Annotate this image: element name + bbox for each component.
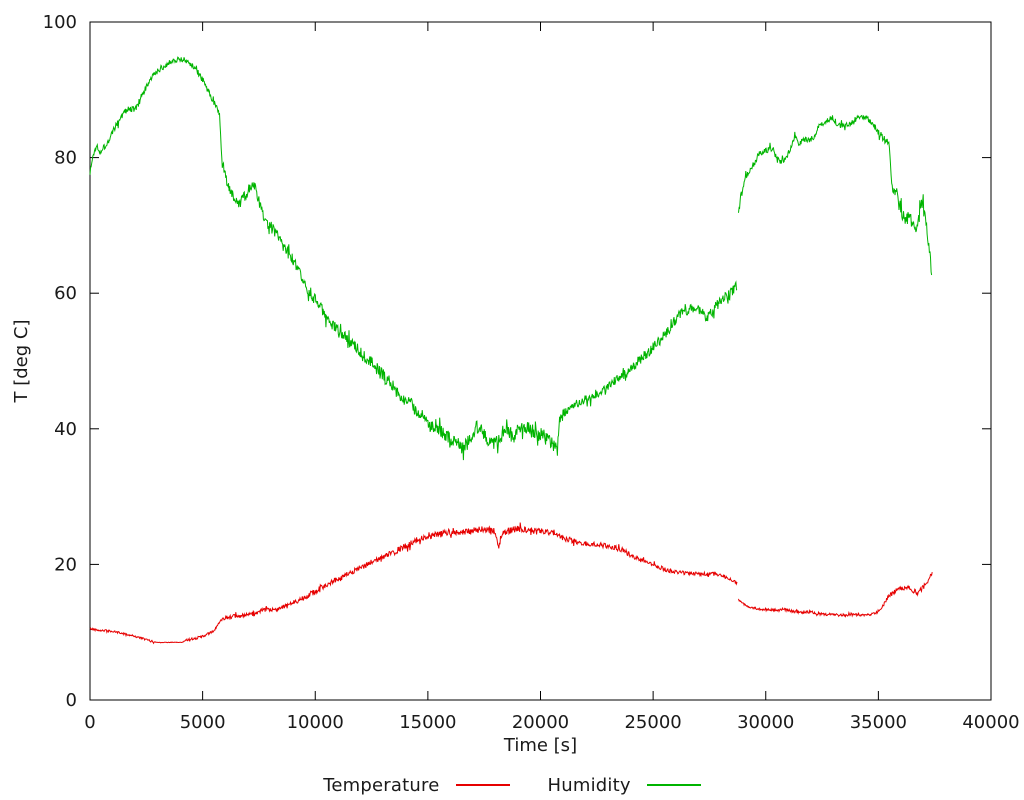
plot-border: [89, 21, 992, 701]
series-line-humidity: [738, 114, 933, 276]
x-tick-label: 0: [84, 712, 95, 733]
series-line-temperature: [89, 522, 738, 645]
legend-item-temperature: Temperature: [323, 774, 510, 796]
y-tick-label: 20: [54, 554, 77, 575]
x-tick-label: 15000: [399, 712, 456, 733]
x-tick-label: 30000: [737, 712, 794, 733]
series-line-humidity: [89, 56, 738, 461]
x-tick-label: 40000: [962, 712, 1019, 733]
y-axis-label: T [deg C]: [11, 320, 32, 404]
x-tick-label: 10000: [287, 712, 344, 733]
x-tick-label: 20000: [512, 712, 569, 733]
legend-line-humidity-icon: [646, 784, 701, 786]
legend-line-temperature-icon: [455, 784, 510, 786]
legend: Temperature Humidity: [0, 770, 1024, 800]
y-tick-label: 60: [54, 283, 77, 304]
y-tick-label: 40: [54, 419, 77, 440]
legend-item-humidity: Humidity: [548, 775, 701, 796]
y-tick-label: 100: [43, 12, 77, 33]
x-tick-label: 5000: [180, 712, 226, 733]
y-tick-label: 0: [66, 690, 77, 711]
y-tick-label: 80: [54, 148, 77, 169]
plot-area: 0 5000 10000 15000 20000 25000 30000 35000 40000…: [11, 12, 1020, 756]
x-tick-label: 25000: [624, 712, 681, 733]
x-axis-label: Time [s]: [503, 735, 577, 756]
legend-label-humidity: Humidity: [547, 774, 631, 796]
legend-label-temperature: Temperature: [323, 774, 440, 796]
series-line-temperature: [738, 572, 933, 618]
x-tick-label: 35000: [850, 712, 907, 733]
